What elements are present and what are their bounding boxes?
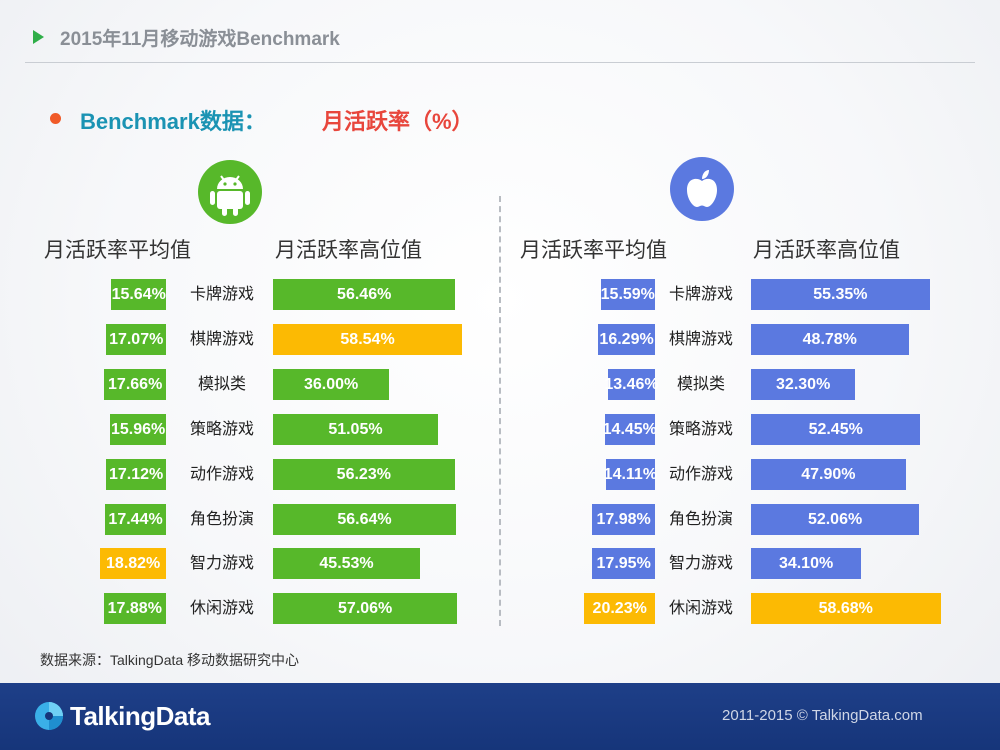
- ios-category-label: 卡牌游戏: [668, 286, 733, 303]
- ios-avg-bar: 20.23%: [584, 593, 655, 624]
- subtitle-prefix: Benchmark数据：: [80, 109, 266, 134]
- ios-high-bar: 52.06%: [751, 504, 920, 535]
- android-avg-bar: 17.12%: [106, 459, 166, 490]
- android-high-bar: 56.64%: [273, 504, 456, 535]
- android-avg-bar: 17.88%: [103, 593, 166, 624]
- panel-divider: [499, 196, 501, 626]
- header-rule: [25, 62, 975, 63]
- talkingdata-logo-icon: [35, 702, 63, 730]
- ios-category-label: 休闲游戏: [668, 600, 733, 617]
- ios-high-bar: 58.68%: [751, 593, 941, 624]
- ios-category-label: 模拟类: [676, 376, 725, 393]
- android-avg-header: 月活跃率平均值: [44, 239, 191, 262]
- android-avg-bar: 18.82%: [100, 548, 166, 579]
- ios-high-bar: 32.30%: [751, 369, 856, 400]
- footer-brand: TalkingData: [70, 701, 210, 731]
- android-avg-bar: 15.96%: [110, 414, 166, 445]
- android-category-label: 角色扮演: [189, 511, 254, 528]
- ios-avg-bar: 15.59%: [600, 279, 655, 310]
- android-category-label: 策略游戏: [189, 421, 254, 438]
- android-category-label: 模拟类: [197, 376, 246, 393]
- ios-category-label: 角色扮演: [668, 511, 733, 528]
- page-title: 2015年11月移动游戏Benchmark: [60, 29, 340, 50]
- ios-category-label: 棋牌游戏: [668, 331, 733, 348]
- apple-icon: [670, 157, 734, 221]
- ios-category-label: 智力游戏: [668, 555, 733, 572]
- ios-avg-bar: 13.46%: [604, 369, 659, 400]
- ios-category-label: 动作游戏: [668, 466, 733, 483]
- subtitle-metric: 月活跃率（%）: [322, 109, 474, 134]
- android-category-label: 休闲游戏: [189, 600, 254, 617]
- android-high-header: 月活跃率高位值: [275, 239, 422, 262]
- android-avg-bar: 17.07%: [106, 324, 166, 355]
- android-avg-bar: 17.66%: [104, 369, 166, 400]
- android-category-label: 智力游戏: [189, 555, 254, 572]
- android-avg-bar: 17.44%: [105, 504, 166, 535]
- ios-category-label: 策略游戏: [668, 421, 733, 438]
- android-high-bar: 58.54%: [273, 324, 463, 355]
- android-high-bar: 56.46%: [273, 279, 456, 310]
- android-high-bar: 57.06%: [273, 593, 458, 624]
- android-category-label: 棋牌游戏: [189, 331, 254, 348]
- footer-bar: TalkingData 2011-2015 © TalkingData.com: [0, 683, 1000, 750]
- ios-high-bar: 55.35%: [751, 279, 930, 310]
- ios-avg-bar: 17.98%: [592, 504, 655, 535]
- android-high-bar: 51.05%: [273, 414, 438, 445]
- ios-avg-bar: 14.45%: [603, 414, 657, 445]
- ios-avg-bar: 17.95%: [592, 548, 655, 579]
- slide-header: 2015年11月移动游戏Benchmark: [0, 0, 1000, 70]
- play-triangle-icon: [33, 30, 44, 44]
- data-source: 数据来源：TalkingData 移动数据研究中心: [40, 652, 300, 668]
- bullet-dot-icon: [50, 113, 61, 124]
- android-high-bar: 45.53%: [273, 548, 421, 579]
- android-high-bar: 36.00%: [273, 369, 390, 400]
- footer-copyright: 2011-2015 © TalkingData.com: [722, 707, 923, 724]
- ios-avg-header: 月活跃率平均值: [520, 239, 667, 262]
- ios-high-bar: 52.45%: [751, 414, 921, 445]
- ios-avg-bar: 16.29%: [598, 324, 655, 355]
- android-high-bar: 56.23%: [273, 459, 455, 490]
- android-avg-bar: 15.64%: [111, 279, 166, 310]
- android-icon: [198, 160, 262, 224]
- android-category-label: 卡牌游戏: [189, 286, 254, 303]
- ios-high-bar: 34.10%: [751, 548, 862, 579]
- ios-high-header: 月活跃率高位值: [753, 239, 900, 262]
- ios-high-bar: 47.90%: [751, 459, 906, 490]
- ios-high-bar: 48.78%: [751, 324, 909, 355]
- android-category-label: 动作游戏: [189, 466, 254, 483]
- ios-avg-bar: 14.11%: [604, 459, 657, 490]
